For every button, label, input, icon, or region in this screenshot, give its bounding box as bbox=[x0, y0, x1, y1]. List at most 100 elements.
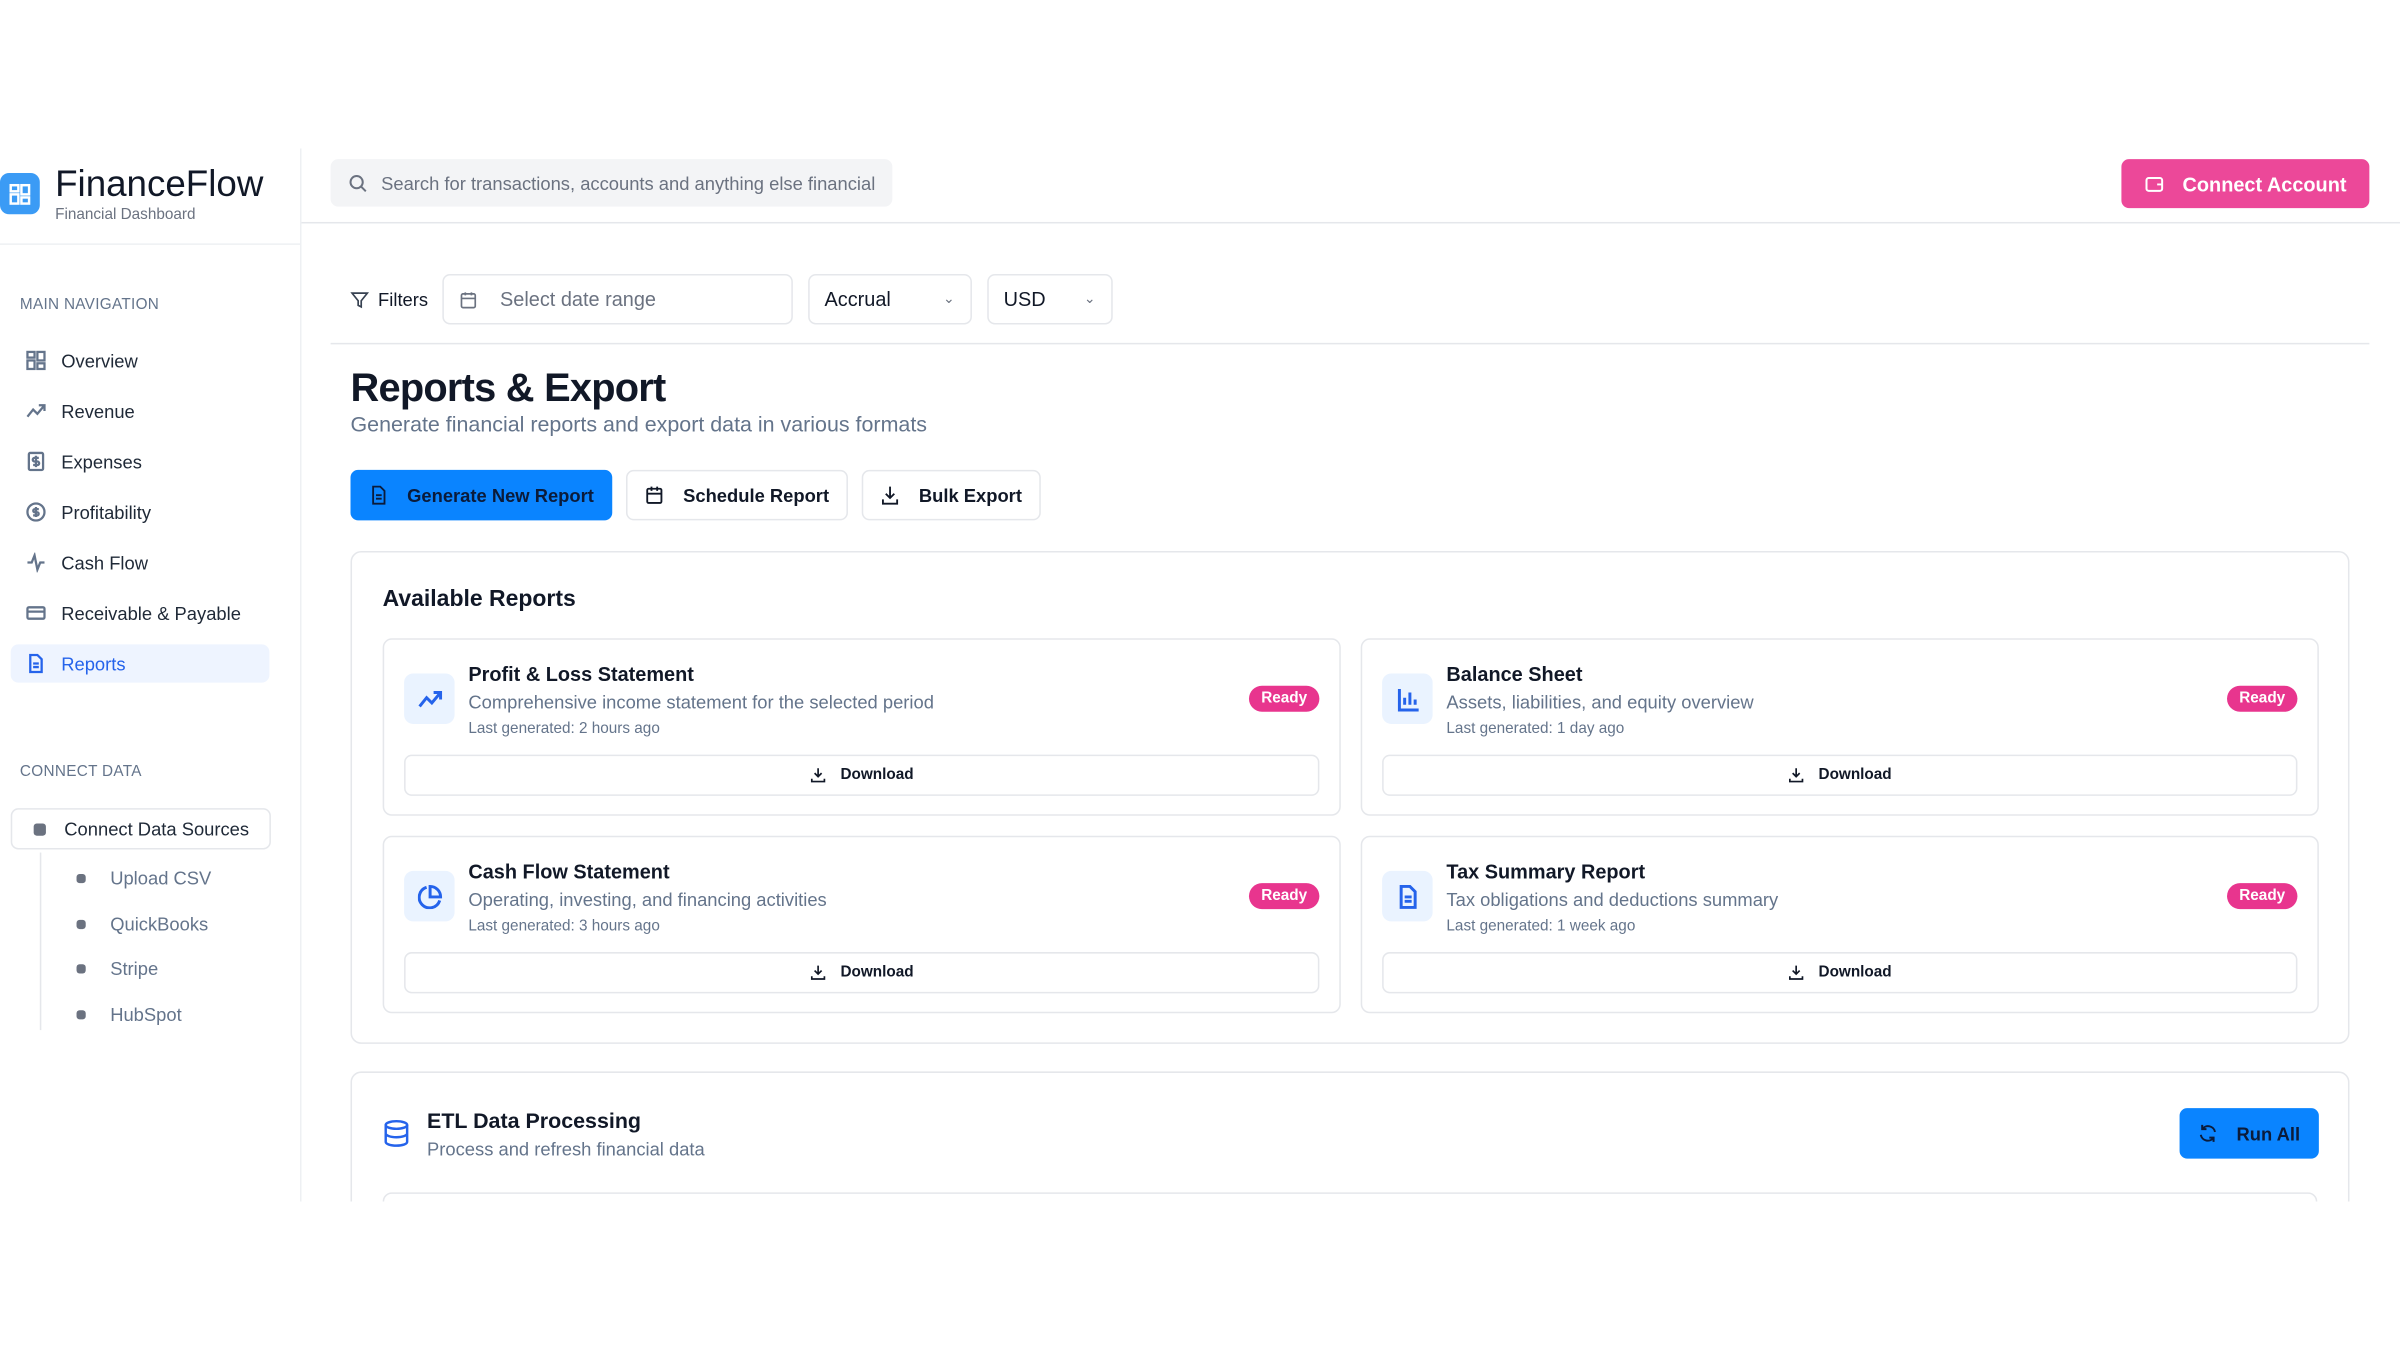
report-icon-box bbox=[404, 673, 455, 724]
refresh-icon bbox=[2200, 1124, 2217, 1142]
cube-icon bbox=[76, 919, 86, 929]
data-source-label: QuickBooks bbox=[110, 913, 209, 935]
brand-subtitle: Financial Dashboard bbox=[55, 206, 196, 224]
sidebar-item-receivable-payable[interactable]: Receivable & Payable bbox=[11, 594, 270, 632]
report-description: Tax obligations and deductions summary bbox=[1446, 889, 1779, 911]
download-icon bbox=[1789, 768, 1804, 783]
available-reports-panel: Available Reports Profit & Loss Statemen… bbox=[350, 551, 2350, 1044]
connect-data-sources-button[interactable]: Connect Data Sources bbox=[10, 808, 271, 850]
download-label: Download bbox=[840, 964, 914, 982]
download-button[interactable]: Download bbox=[404, 754, 1320, 796]
connect-account-button[interactable]: Connect Account bbox=[2121, 159, 2370, 209]
report-description: Operating, investing, and financing acti… bbox=[468, 889, 827, 911]
currency-value: USD bbox=[1003, 287, 1046, 311]
download-button[interactable]: Download bbox=[1382, 952, 2298, 994]
data-source-upload-csv[interactable]: Upload CSV bbox=[76, 868, 211, 889]
schedule-report-button[interactable]: Schedule Report bbox=[626, 469, 848, 521]
accounting-basis-value: Accrual bbox=[824, 287, 891, 311]
tree-line bbox=[39, 852, 42, 1031]
sidebar-item-label: Overview bbox=[61, 349, 138, 372]
cube-icon bbox=[76, 1009, 86, 1019]
dollar-circle-icon bbox=[26, 502, 46, 522]
download-button[interactable]: Download bbox=[404, 952, 1320, 994]
sidebar-item-label: Cash Flow bbox=[61, 551, 148, 574]
download-icon bbox=[811, 965, 826, 980]
generate-new-report-button[interactable]: Generate New Report bbox=[350, 469, 613, 521]
sidebar-item-label: Revenue bbox=[61, 400, 135, 422]
filter-icon bbox=[350, 291, 369, 308]
download-icon bbox=[1789, 965, 1804, 980]
file-text-icon bbox=[372, 485, 386, 505]
report-icon-box bbox=[1382, 673, 1433, 724]
etl-panel: ETL Data Processing Process and refresh … bbox=[350, 1071, 2350, 1202]
etl-job-row bbox=[382, 1192, 2318, 1202]
cube-icon bbox=[76, 873, 86, 884]
report-description: Assets, liabilities, and equity overview bbox=[1446, 691, 1754, 714]
cube-icon bbox=[33, 822, 46, 835]
data-source-stripe[interactable]: Stripe bbox=[76, 958, 158, 980]
sidebar-item-label: Receivable & Payable bbox=[61, 602, 241, 624]
status-badge: Ready bbox=[2226, 883, 2298, 910]
report-last-generated: Last generated: 2 hours ago bbox=[468, 720, 660, 738]
report-title: Profit & Loss Statement bbox=[468, 662, 694, 686]
section-connect-data: CONNECT DATA bbox=[19, 763, 142, 781]
data-source-hubspot[interactable]: HubSpot bbox=[76, 1003, 182, 1025]
page-title: Reports & Export bbox=[350, 364, 667, 411]
available-reports-title: Available Reports bbox=[382, 586, 576, 613]
brand-title: FinanceFlow bbox=[55, 163, 264, 206]
sidebar-item-label: Expenses bbox=[61, 450, 142, 473]
data-source-label: HubSpot bbox=[110, 1003, 182, 1025]
run-all-button[interactable]: Run All bbox=[2179, 1108, 2319, 1159]
bulk-export-button[interactable]: Bulk Export bbox=[861, 469, 1041, 521]
sidebar-item-expenses[interactable]: Expenses bbox=[11, 442, 270, 480]
calendar-icon bbox=[646, 486, 663, 504]
cube-icon bbox=[76, 964, 86, 974]
report-card: Cash Flow Statement Operating, investing… bbox=[382, 835, 1341, 1014]
logo-grid-icon bbox=[0, 172, 40, 215]
report-title: Balance Sheet bbox=[1446, 662, 1583, 686]
database-icon bbox=[384, 1119, 409, 1147]
activity-icon bbox=[27, 552, 45, 573]
report-title: Tax Summary Report bbox=[1446, 860, 1646, 884]
etl-subtitle: Process and refresh financial data bbox=[427, 1138, 705, 1161]
data-source-quickbooks[interactable]: QuickBooks bbox=[76, 913, 209, 935]
download-label: Download bbox=[1818, 766, 1892, 784]
divider bbox=[330, 342, 2370, 345]
accounting-basis-select[interactable]: Accrual ⌄ bbox=[807, 273, 972, 325]
download-label: Download bbox=[840, 766, 914, 784]
sidebar-item-overview[interactable]: Overview bbox=[11, 341, 270, 379]
credit-card-icon bbox=[26, 606, 46, 620]
calendar-icon bbox=[460, 291, 476, 308]
connect-data-sources-label: Connect Data Sources bbox=[64, 818, 250, 840]
search-placeholder: Search for transactions, accounts and an… bbox=[381, 172, 876, 194]
page-subtitle: Generate financial reports and export da… bbox=[350, 411, 928, 437]
bar-chart-icon bbox=[1397, 688, 1418, 711]
etl-title: ETL Data Processing bbox=[427, 1108, 642, 1133]
grid-icon bbox=[26, 350, 46, 371]
chevron-down-icon: ⌄ bbox=[943, 290, 955, 307]
status-badge: Ready bbox=[1248, 883, 1320, 910]
connect-account-label: Connect Account bbox=[2182, 172, 2347, 196]
download-icon bbox=[882, 486, 899, 505]
wallet-icon bbox=[2145, 176, 2164, 192]
search-input[interactable]: Search for transactions, accounts and an… bbox=[330, 159, 893, 207]
date-range-picker[interactable]: Select date range bbox=[441, 273, 793, 325]
sidebar-item-label: Profitability bbox=[61, 501, 152, 523]
file-text-icon bbox=[1398, 884, 1416, 909]
sidebar-item-cash-flow[interactable]: Cash Flow bbox=[11, 543, 270, 581]
download-button[interactable]: Download bbox=[1382, 754, 2298, 796]
report-card: Tax Summary Report Tax obligations and d… bbox=[1360, 835, 2319, 1014]
sidebar-item-revenue[interactable]: Revenue bbox=[11, 392, 270, 430]
report-description: Comprehensive income statement for the s… bbox=[468, 691, 934, 714]
sidebar-item-reports[interactable]: Reports bbox=[10, 644, 270, 683]
receipt-dollar-icon bbox=[27, 451, 45, 472]
sidebar-item-profitability[interactable]: Profitability bbox=[11, 493, 270, 531]
report-icon-box bbox=[404, 870, 455, 922]
brand: FinanceFlow Financial Dashboard bbox=[0, 148, 300, 245]
report-icon-box bbox=[1382, 870, 1433, 922]
currency-select[interactable]: USD ⌄ bbox=[986, 273, 1113, 325]
report-title: Cash Flow Statement bbox=[468, 860, 670, 884]
search-icon bbox=[349, 174, 367, 192]
filters-label: Filters bbox=[350, 289, 428, 310]
report-card: Balance Sheet Assets, liabilities, and e… bbox=[1360, 638, 2319, 816]
